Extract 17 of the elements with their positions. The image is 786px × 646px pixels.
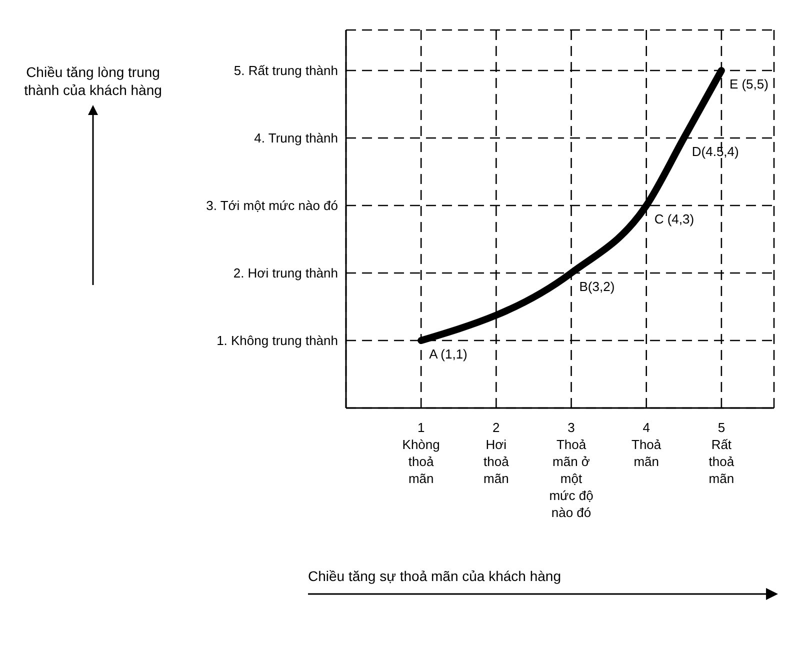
y-tick-label: 5. Rất trung thành [234, 63, 338, 78]
annotation: D(4.5,4) [692, 144, 739, 159]
annotation: B(3,2) [579, 279, 615, 294]
y-tick-label: 2. Hơi trung thành [233, 266, 338, 281]
y-tick-label: 3. Tới một mức nào đó [206, 198, 338, 214]
annotation: A (1,1) [429, 346, 468, 362]
x-tick-label: 1 Khòng thoả mãn [402, 420, 440, 486]
x-tick-label: 5 Rất thoả mãn [708, 420, 735, 486]
y-axis-title: Chiều tăng lòng trung thành của khách hàng [23, 63, 163, 100]
x-tick-label: 2 Hơi thoả mãn [484, 420, 510, 486]
x-tick-label: 3 Thoả mãn ở một mức độ nào đó [549, 420, 594, 520]
y-tick-label: 4. Trung thành [254, 130, 338, 146]
annotation: E (5,5) [729, 76, 768, 92]
y-tick-label: 1. Không trung thành [216, 333, 338, 348]
x-axis-title: Chiều tăng sự thoả mãn của khách hàng [308, 568, 561, 584]
x-tick-label: 4 Thoả mãn [632, 420, 662, 469]
annotation: C (4,3) [654, 212, 694, 226]
